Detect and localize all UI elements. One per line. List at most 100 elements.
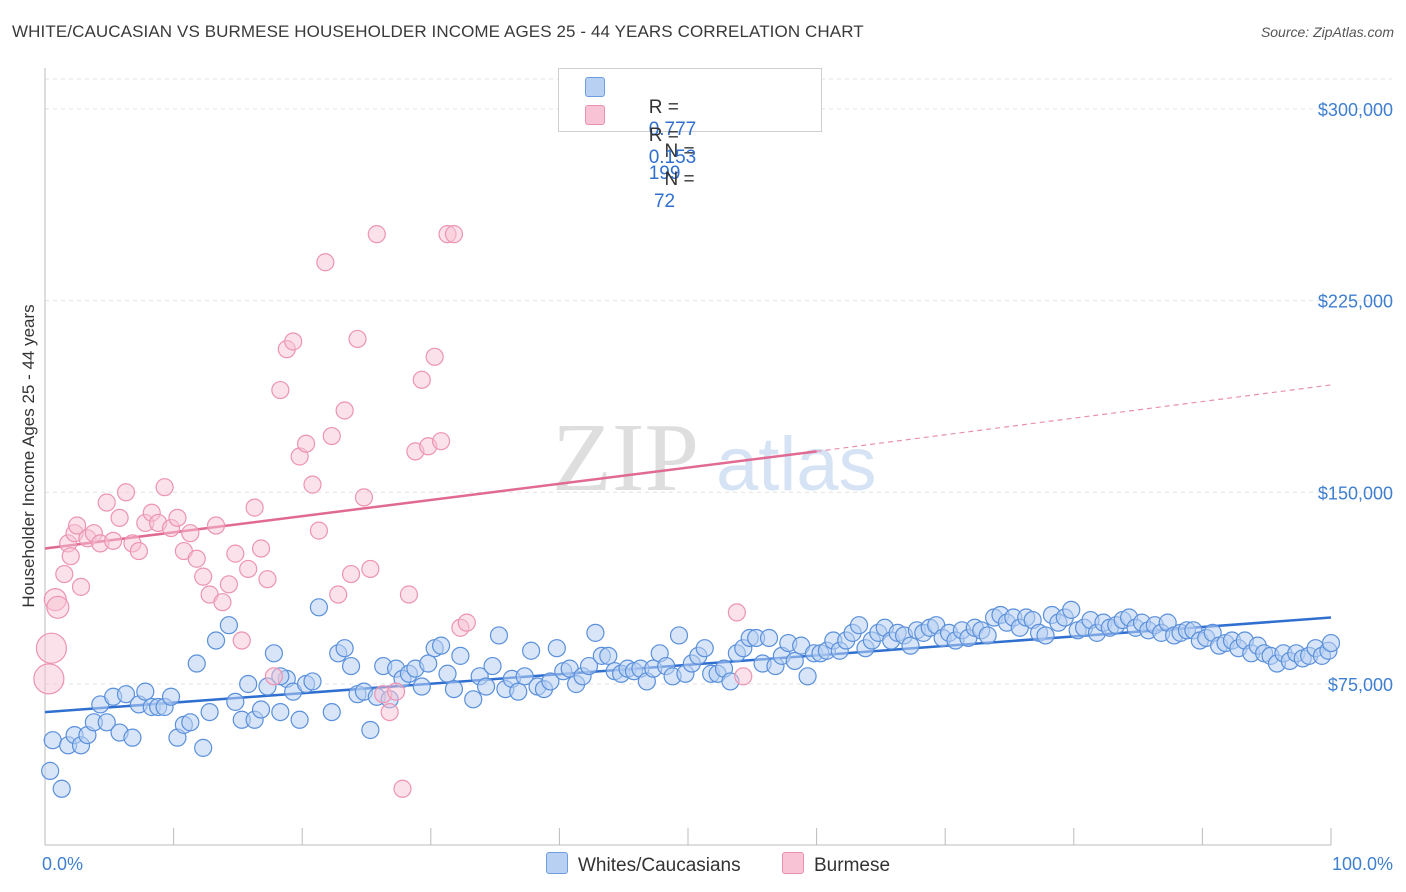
data-point-white: [547, 639, 566, 658]
burmese-points: [33, 225, 753, 798]
data-point-white: [412, 677, 431, 696]
legend-n-value-white: 199: [648, 163, 681, 184]
data-point-burmese: [258, 570, 277, 589]
data-point-burmese: [361, 559, 380, 579]
data-point-white: [264, 644, 284, 663]
data-point-burmese: [68, 516, 87, 535]
y-axis-label: Householder Income Ages 25 - 44 years: [19, 304, 38, 607]
data-point-white: [206, 631, 226, 650]
data-point-white: [1062, 600, 1081, 619]
data-point-white: [271, 702, 290, 722]
data-point-white: [322, 702, 341, 722]
y-tick-label: $75,000: [1328, 675, 1393, 695]
legend-r-value-white: 0.777: [648, 119, 697, 140]
data-point-white: [515, 667, 534, 686]
data-point-white: [695, 639, 714, 658]
data-point-burmese: [303, 475, 322, 494]
data-point-white: [1036, 626, 1055, 645]
watermark: ZIP atlas: [552, 404, 877, 512]
data-point-burmese: [457, 613, 476, 632]
data-point-burmese: [232, 631, 251, 650]
data-point-burmese: [399, 585, 419, 604]
legend-swatch-white: [585, 77, 605, 97]
data-point-white: [219, 616, 238, 635]
data-point-burmese: [316, 253, 335, 272]
data-point-white: [849, 616, 869, 635]
data-point-burmese: [251, 539, 271, 558]
data-point-burmese: [425, 347, 444, 366]
data-point-burmese: [284, 332, 303, 351]
data-point-white: [483, 656, 502, 676]
bottom-legend-swatch-burmese: [782, 852, 804, 874]
legend-row-burmese: R = 0.153 N = 72: [585, 103, 696, 212]
data-point-burmese: [194, 567, 213, 586]
data-point-white: [579, 656, 599, 676]
data-point-burmese: [168, 508, 187, 527]
legend-n-label: N =: [664, 141, 695, 162]
data-point-white: [123, 728, 142, 747]
data-point-white: [43, 731, 62, 750]
data-point-white: [116, 685, 136, 704]
bottom-legend-burmese: Burmese: [782, 852, 890, 877]
data-point-burmese: [444, 225, 464, 244]
legend-r-value-burmese: 0.153: [648, 147, 697, 168]
data-point-burmese: [245, 498, 264, 517]
data-point-white: [476, 677, 496, 696]
data-point-burmese: [239, 559, 258, 579]
gridlines: [45, 78, 1392, 685]
data-point-white: [451, 646, 470, 665]
data-point-burmese: [97, 493, 116, 512]
x-tick-label-max: 100.0%: [1332, 854, 1393, 874]
data-point-burmese: [354, 488, 374, 507]
data-point-burmese: [264, 667, 284, 686]
data-point-burmese: [329, 585, 348, 604]
data-point-burmese: [296, 434, 316, 453]
data-point-burmese: [181, 524, 200, 543]
data-point-burmese: [734, 667, 753, 686]
data-point-white: [438, 664, 457, 683]
data-point-white: [341, 656, 361, 676]
data-point-white: [464, 690, 483, 709]
data-point-white: [303, 672, 322, 691]
watermark-zip: ZIP: [552, 404, 699, 512]
data-point-white: [599, 646, 618, 665]
data-point-white: [361, 720, 380, 740]
data-point-white: [901, 636, 920, 655]
chart-source: Source: ZipAtlas.com: [1260, 24, 1394, 40]
legend-r-label: R =: [648, 97, 679, 118]
x-tick-label-min: 0.0%: [42, 854, 83, 874]
legend-r-label: R =: [648, 125, 679, 146]
data-point-white: [759, 628, 779, 648]
data-point-white: [226, 692, 245, 711]
data-point-white: [251, 700, 271, 719]
legend-row-white: R = 0.777 N = 199: [585, 75, 696, 184]
data-point-white: [798, 667, 817, 686]
data-point-white: [41, 761, 60, 780]
data-point-burmese: [367, 225, 386, 244]
data-point-burmese: [219, 575, 238, 594]
bottom-legend-label-burmese: Burmese: [814, 855, 891, 876]
trend-line-burmese-extension: [816, 384, 1332, 452]
white-points: [41, 598, 1341, 798]
data-point-burmese: [33, 663, 65, 695]
data-point-burmese: [322, 426, 341, 446]
legend-swatch-burmese: [585, 105, 605, 125]
data-point-burmese: [213, 593, 232, 612]
stats-legend: R = 0.777 N = 199 R = 0.153 N = 72: [558, 68, 822, 212]
data-point-white: [335, 639, 354, 658]
data-point-burmese: [116, 483, 136, 502]
chart-title: WHITE/CAUCASIAN VS BURMESE HOUSEHOLDER I…: [12, 22, 864, 41]
data-point-burmese: [129, 541, 148, 561]
data-point-burmese: [187, 549, 206, 568]
data-point-burmese: [226, 544, 245, 563]
data-point-burmese: [46, 595, 70, 619]
data-point-white: [522, 641, 541, 660]
data-point-white: [52, 779, 71, 798]
data-point-burmese: [55, 564, 74, 584]
bottom-legend-white: Whites/Caucasians: [546, 852, 741, 877]
y-tick-label: $150,000: [1318, 483, 1393, 503]
data-point-white: [290, 710, 309, 729]
data-point-white: [669, 626, 689, 645]
data-point-burmese: [61, 547, 80, 566]
data-point-burmese: [104, 531, 123, 550]
